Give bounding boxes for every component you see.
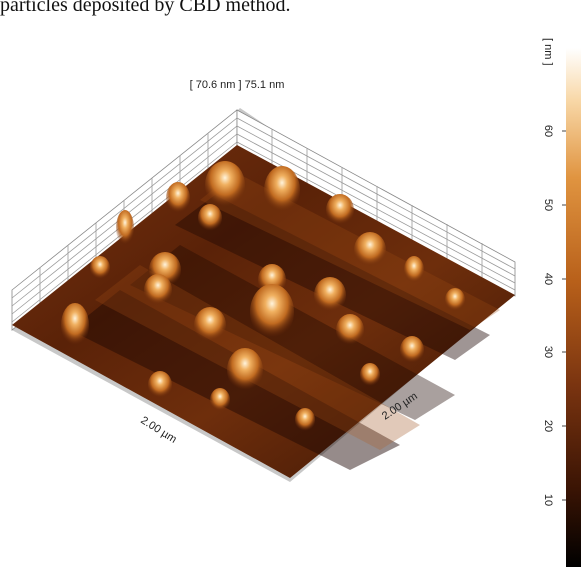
colorbar-ticks <box>562 130 566 501</box>
colorbar-unit-label: [ nm ] <box>542 38 554 66</box>
colorbar <box>566 48 581 567</box>
colorbar-tick-10: 10 <box>542 494 554 506</box>
colorbar-tick-20: 20 <box>542 420 554 432</box>
x-axis-length-label: 2.00 µm <box>138 414 178 445</box>
height-range-label: [ 70.6 nm ] 75.1 nm <box>190 79 285 91</box>
colorbar-tick-50: 50 <box>542 199 554 211</box>
colorbar-tick-40: 40 <box>542 273 554 285</box>
figure-caption-fragment: particles deposited by CBD method. <box>0 0 291 16</box>
colorbar-tick-30: 30 <box>542 346 554 358</box>
colorbar-tick-60: 60 <box>542 125 554 137</box>
surface-particles <box>61 161 465 432</box>
